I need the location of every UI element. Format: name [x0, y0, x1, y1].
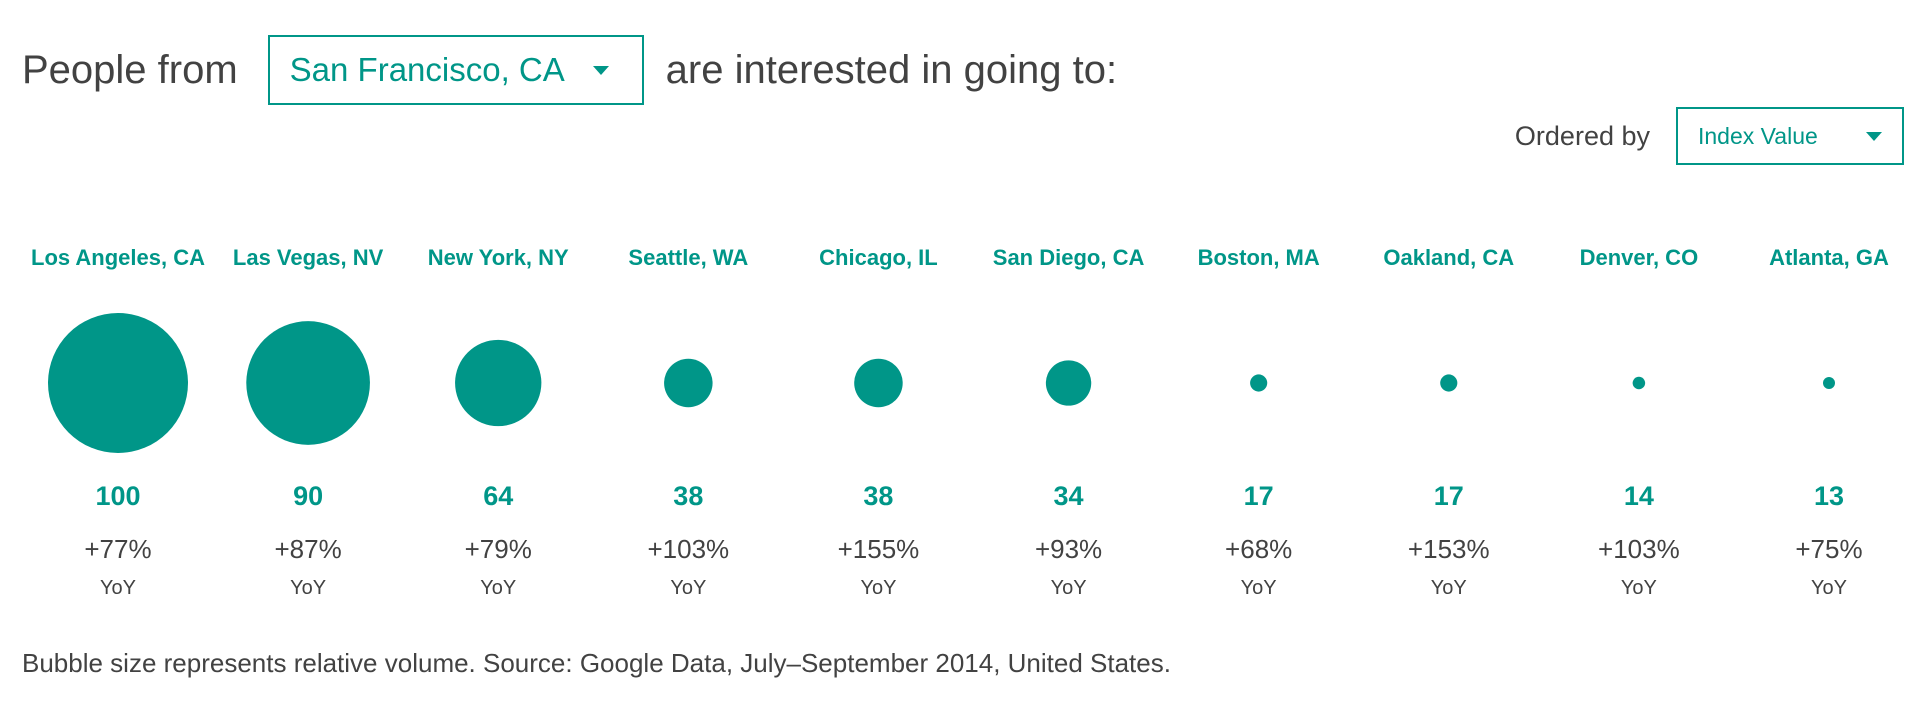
city-label: Atlanta, GA — [1769, 245, 1889, 270]
chevron-down-icon — [1866, 131, 1882, 141]
yoy-label: YoY — [1051, 577, 1087, 599]
yoy-label: YoY — [1621, 577, 1657, 599]
index-value: 17 — [1434, 481, 1464, 511]
yoy-change: +155% — [838, 534, 920, 564]
city-label: New York, NY — [428, 245, 569, 270]
city-label: Chicago, IL — [819, 245, 938, 270]
footnote: Bubble size represents relative volume. … — [22, 648, 1171, 678]
bubble — [1440, 374, 1458, 392]
yoy-label: YoY — [1241, 577, 1277, 599]
yoy-change: +79% — [465, 534, 532, 564]
yoy-label: YoY — [100, 577, 136, 599]
city-label: Los Angeles, CA — [31, 245, 205, 270]
bubble-chart: Los Angeles, CA 100 +77% YoY Las Vegas, NV 90… — [31, 245, 1889, 599]
bubble — [246, 321, 370, 445]
order-label: Ordered by — [1514, 120, 1650, 151]
yoy-label: YoY — [1811, 577, 1847, 599]
origin-city-value: San Francisco, CA — [289, 51, 565, 88]
yoy-change: +93% — [1035, 534, 1102, 564]
header: People from San Francisco, CA are intere… — [22, 34, 1117, 106]
city-label: Denver, CO — [1580, 245, 1699, 270]
yoy-change: +75% — [1795, 534, 1862, 564]
bubble — [1250, 374, 1268, 392]
bubble — [455, 339, 542, 427]
yoy-label: YoY — [480, 577, 516, 599]
origin-city-dropdown[interactable]: San Francisco, CA — [267, 35, 644, 105]
yoy-label: YoY — [860, 577, 896, 599]
order-value: Index Value — [1698, 122, 1818, 149]
yoy-change: +153% — [1408, 534, 1490, 564]
yoy-change: +103% — [647, 534, 729, 564]
bubble — [1823, 377, 1835, 389]
yoy-change: +77% — [84, 534, 151, 564]
city-label: Boston, MA — [1198, 245, 1320, 270]
yoy-label: YoY — [1431, 577, 1467, 599]
yoy-change: +103% — [1598, 534, 1680, 564]
index-value: 38 — [863, 481, 893, 511]
index-value: 34 — [1054, 481, 1084, 511]
city-label: Seattle, WA — [628, 245, 748, 270]
bubble — [664, 358, 713, 408]
city-label: Oakland, CA — [1383, 245, 1514, 270]
bubble — [1632, 376, 1646, 390]
index-value: 17 — [1244, 481, 1274, 511]
yoy-change: +68% — [1225, 534, 1292, 564]
index-value: 100 — [95, 481, 140, 511]
city-label: San Diego, CA — [993, 245, 1145, 270]
city-label: Las Vegas, NV — [233, 245, 384, 270]
order-control: Ordered by Index Value — [1515, 107, 1904, 165]
index-value: 90 — [293, 481, 323, 511]
bubble — [1045, 360, 1092, 406]
bubble — [48, 313, 188, 453]
index-value: 64 — [483, 481, 513, 511]
header-suffix: are interested in going to: — [665, 47, 1118, 92]
chevron-down-icon — [592, 65, 609, 75]
order-dropdown[interactable]: Index Value — [1676, 107, 1904, 165]
index-value: 38 — [673, 481, 703, 511]
index-value: 14 — [1624, 481, 1654, 511]
yoy-change: +87% — [274, 534, 341, 564]
bubble — [854, 358, 903, 408]
index-value: 13 — [1814, 481, 1844, 511]
yoy-label: YoY — [290, 577, 326, 599]
yoy-label: YoY — [670, 577, 706, 599]
header-prefix: People from — [22, 47, 238, 92]
